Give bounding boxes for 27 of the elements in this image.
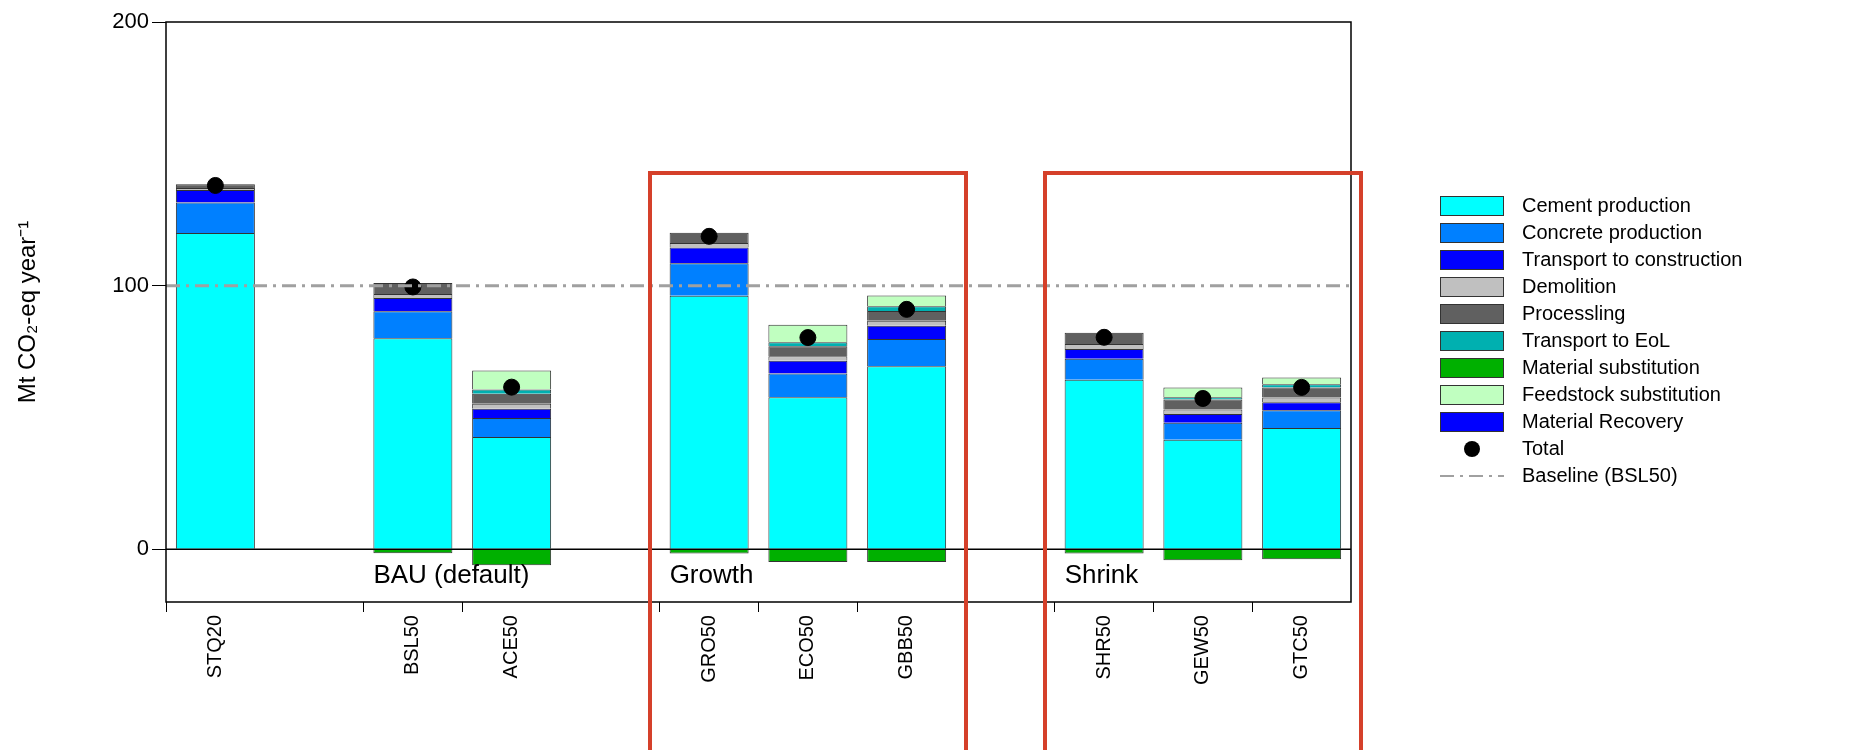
y-tick-label: 0 [136,535,149,561]
legend-label: Material Recovery [1522,410,1684,433]
x-tick-label: GRO50 [696,615,719,683]
legend-label: Demolition [1522,275,1617,298]
x-tick-label: ACE50 [499,615,522,679]
y-tick-label: 100 [112,271,149,297]
x-tick-label: GBB50 [894,615,917,680]
y-tick-label: 200 [112,8,149,34]
annotation: Shrink [1064,559,1140,590]
annotation: BAU (default) [373,559,530,590]
legend-label: Transport to EoL [1522,329,1671,352]
x-tick-label: ECO50 [795,615,818,681]
x-tick-label: GEW50 [1190,615,1213,686]
x-tick-label: BSL50 [400,615,423,676]
x-tick-label: STQ20 [202,615,225,679]
legend-label: Material substitution [1522,356,1700,379]
annotation: Growth [669,559,754,590]
legend-label: Total [1522,437,1565,460]
legend-label: Concrete production [1522,221,1703,244]
legend-label: Cement production [1522,194,1691,217]
legend-label: Transport to construction [1522,248,1743,271]
y-axis-title: Mt CO₂-eq year⁻¹ [13,220,41,404]
legend-label: Baseline (BSL50) [1522,464,1678,487]
legend-label: Processling [1522,302,1626,325]
legend-label: Feedstock substitution [1522,383,1721,406]
x-tick-label: SHR50 [1091,615,1114,680]
x-tick-label: GTC50 [1289,615,1312,680]
